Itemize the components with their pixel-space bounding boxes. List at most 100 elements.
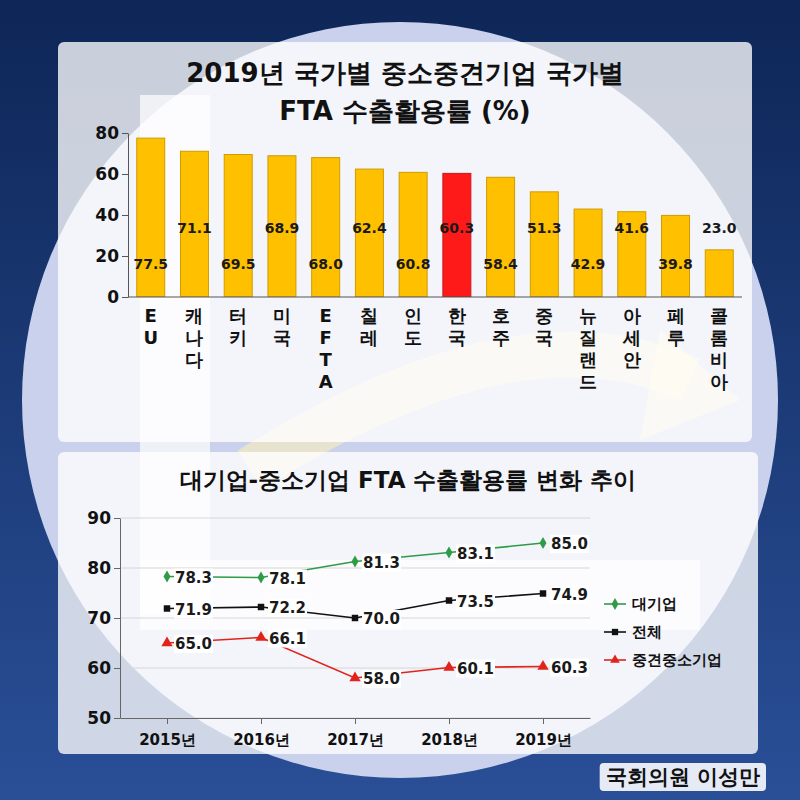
tick-label-char: 아 (710, 371, 728, 392)
data-label: 60.8 (396, 256, 431, 272)
data-label: 73.5 (457, 593, 494, 611)
bar (574, 209, 602, 297)
tick-label-char: T (320, 349, 333, 370)
label-patch (362, 554, 401, 572)
tick-label-char: 비 (710, 349, 728, 370)
tick-label: EU (143, 305, 158, 348)
marker (540, 590, 546, 596)
tick-label-char: 국 (535, 327, 553, 348)
data-label: 70.0 (363, 610, 400, 628)
data-label-group: 78.3 (174, 569, 213, 587)
data-label-group: 58.0 (362, 670, 401, 688)
data-label: 60.3 (440, 220, 475, 236)
data-label: 42.9 (571, 256, 606, 272)
tick-label-char: 루 (667, 327, 685, 348)
tick-label-char: F (320, 327, 332, 348)
y-axis: 5060708090 (87, 508, 120, 728)
line (167, 543, 543, 578)
tick-label: 60 (95, 164, 119, 184)
tick-label: 콜롬비아 (710, 305, 728, 392)
marker (164, 570, 171, 582)
tick-label: 뉴질랜드 (579, 305, 597, 392)
tick-label: 2016년 (233, 731, 290, 749)
chart-title: 2019년 국가별 중소중견기업 국가별FTA 수출활용률 (%) (186, 58, 624, 126)
line (167, 594, 543, 619)
marker (443, 661, 454, 671)
tick-mark (114, 518, 120, 519)
data-label: 62.4 (352, 220, 387, 236)
marker (349, 671, 360, 681)
label-patch (174, 635, 213, 653)
bars (137, 138, 734, 297)
tick-label-char: 키 (229, 327, 247, 348)
tick-label-char: 인 (404, 305, 422, 326)
data-label: 60.1 (457, 660, 494, 678)
tick-label: 80 (87, 558, 111, 578)
tick-label-char: 다 (185, 349, 203, 370)
tick-label: 2015년 (139, 731, 196, 749)
tick-label: 2018년 (421, 731, 478, 749)
tick-label: 페루 (667, 305, 685, 348)
tick-label-char: 터 (229, 305, 247, 326)
tick-label: 칠레 (360, 305, 378, 348)
legend-label: 대기업 (632, 595, 677, 613)
data-label: 85.0 (551, 535, 588, 553)
tick-label-char: 아 (623, 305, 641, 326)
bar (530, 192, 558, 297)
background (0, 0, 800, 800)
tick-label-char: 랜 (579, 349, 597, 370)
label-patch (456, 545, 495, 563)
data-label: 72.2 (269, 599, 306, 617)
data-label: 77.5 (133, 256, 168, 272)
data-label-group: 73.5 (456, 593, 495, 611)
tick-mark (355, 718, 356, 724)
tick-mark (122, 297, 128, 298)
tick-mark (122, 215, 128, 216)
tick: 70 (87, 608, 120, 628)
x-axis-line (128, 297, 742, 298)
bar (137, 138, 165, 297)
tick-label-char: 미 (273, 305, 291, 326)
tick-mark (114, 618, 120, 619)
tick: 40 (95, 205, 128, 225)
label-patch (550, 586, 589, 604)
legend-marker (612, 629, 618, 635)
tick-label: 터키 (229, 305, 247, 348)
tick-label-char: U (143, 327, 158, 348)
tick: 80 (87, 558, 120, 578)
tick-label: 인도 (404, 305, 422, 348)
data-label: 51.3 (527, 220, 562, 236)
label-patch (456, 660, 495, 678)
x-axis: 2015년2016년2017년2018년2019년 (121, 718, 591, 749)
data-label: 66.1 (269, 630, 306, 648)
data-label-group: 60.3 (550, 659, 589, 677)
data-label-group: 71.9 (174, 601, 213, 619)
data-label: 81.3 (363, 554, 400, 572)
label-patch (268, 599, 307, 617)
data-label-group: 83.1 (456, 545, 495, 563)
chart-title-line: FTA 수출활용률 (%) (279, 96, 531, 126)
bar (487, 177, 515, 297)
background-circle (22, 22, 778, 778)
bar (312, 158, 340, 297)
tick-mark (114, 668, 120, 669)
tick-mark (543, 718, 544, 724)
data-label: 60.3 (551, 659, 588, 677)
tick-label-char: 국 (448, 327, 466, 348)
plot (161, 537, 548, 681)
tick-label-char: 레 (360, 327, 378, 348)
marker (537, 660, 548, 670)
legend-marker (612, 598, 619, 610)
tick-label-char: 뉴 (579, 305, 597, 326)
tick-label-char: 세 (622, 327, 641, 348)
data-label: 78.3 (175, 569, 212, 587)
data-label-group: 70.0 (362, 610, 401, 628)
tick: 2016년 (233, 718, 290, 749)
bar (705, 250, 733, 297)
data-label: 83.1 (457, 545, 494, 563)
label-patch (362, 610, 401, 628)
tick-label-char: 드 (579, 371, 597, 392)
data-label: 23.0 (702, 220, 737, 236)
tick: 60 (95, 164, 128, 184)
x-axis: EU캐나다터키미국EFTA칠레인도한국호주중국뉴질랜드아세안페루콜롬비아 (143, 305, 728, 392)
